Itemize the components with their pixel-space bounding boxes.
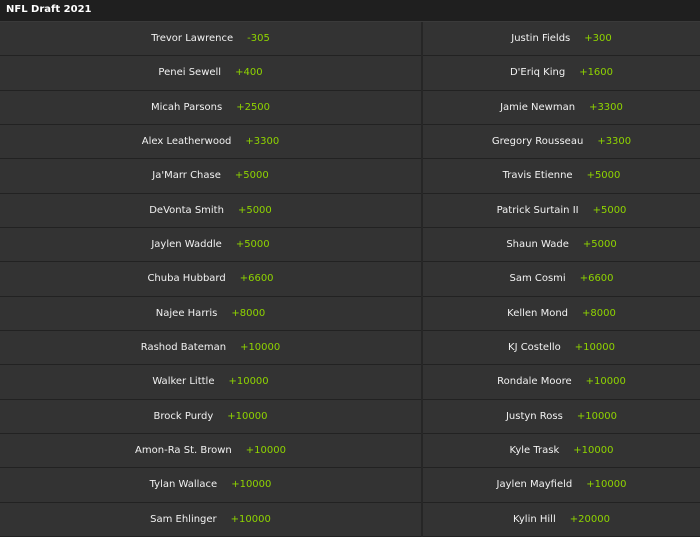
odds-value: +8000 xyxy=(582,307,616,319)
player-name: Jaylen Waddle xyxy=(151,239,222,251)
player-name: Micah Parsons xyxy=(150,101,223,113)
odds-cell[interactable]: D'Eriq King +1600 xyxy=(423,56,700,91)
player-name: Najee Harris xyxy=(155,307,218,319)
odds-cell[interactable]: Kellen Mond +8000 xyxy=(423,296,700,331)
odds-cell[interactable]: Travis Etienne +5000 xyxy=(423,159,700,194)
odds-cell[interactable]: Tylan Wallace +10000 xyxy=(0,468,421,503)
odds-cell[interactable]: Kyle Trask +10000 xyxy=(423,433,700,469)
odds-value: +5000 xyxy=(235,239,270,251)
odds-value: +5000 xyxy=(586,170,621,182)
player-name: Trevor Lawrence xyxy=(151,33,234,45)
player-name: Kylin Hill xyxy=(513,513,556,525)
odds-cell[interactable]: Rondale Moore +10000 xyxy=(423,365,700,400)
player-name: Jaylen Mayfield xyxy=(496,479,573,491)
odds-cell[interactable]: Brock Purdy +10000 xyxy=(0,399,421,434)
odds-value: -305 xyxy=(247,33,270,45)
odds-cell[interactable]: Kylin Hill +20000 xyxy=(423,502,700,537)
odds-cell[interactable]: KJ Costello +10000 xyxy=(423,330,700,366)
odds-cell[interactable]: Chuba Hubbard +6600 xyxy=(0,262,421,297)
odds-cell[interactable]: Penei Sewell +400 xyxy=(0,56,421,91)
odds-value: +10000 xyxy=(230,513,271,525)
player-name: Rashod Bateman xyxy=(140,342,227,354)
odds-cell[interactable]: Sam Ehlinger +10000 xyxy=(0,502,421,537)
odds-value: +10000 xyxy=(576,410,618,422)
player-name: Chuba Hubbard xyxy=(147,273,226,285)
odds-value: +3300 xyxy=(597,136,632,148)
odds-cell[interactable]: Amon-Ra St. Brown +10000 xyxy=(0,433,421,469)
odds-value: +5000 xyxy=(582,239,617,251)
odds-value: +2500 xyxy=(236,101,271,113)
player-name: Kyle Trask xyxy=(509,445,560,457)
player-name: Kellen Mond xyxy=(507,307,569,319)
odds-value: +10000 xyxy=(227,410,268,422)
odds-value: +6600 xyxy=(239,273,274,285)
odds-value: +10000 xyxy=(585,376,626,388)
odds-cell[interactable]: Micah Parsons +2500 xyxy=(0,90,421,125)
player-name: Rondale Moore xyxy=(497,376,572,388)
player-name: KJ Costello xyxy=(508,342,561,354)
player-name: Gregory Rousseau xyxy=(491,136,584,148)
odds-cell[interactable]: Rashod Bateman +10000 xyxy=(0,330,421,366)
player-name: Ja'Marr Chase xyxy=(152,170,221,182)
panel-title: NFL Draft 2021 xyxy=(0,0,700,22)
odds-value: +300 xyxy=(584,33,612,45)
odds-value: +20000 xyxy=(569,513,610,525)
odds-value: +10000 xyxy=(240,342,281,354)
odds-cell[interactable]: DeVonta Smith +5000 xyxy=(0,193,421,228)
player-name: Justin Fields xyxy=(511,33,571,45)
odds-value: +10000 xyxy=(231,479,272,491)
player-name: Travis Etienne xyxy=(502,170,573,182)
player-name: Justyn Ross xyxy=(505,410,563,422)
odds-cell[interactable]: Shaun Wade +5000 xyxy=(423,227,700,263)
odds-table: Trevor Lawrence -305 Justin Fields +300 Pene… xyxy=(0,22,700,537)
player-name: Alex Leatherwood xyxy=(141,136,232,148)
odds-cell[interactable]: Justyn Ross +10000 xyxy=(423,399,700,434)
odds-value: +8000 xyxy=(231,307,266,319)
odds-value: +400 xyxy=(235,67,263,79)
player-name: D'Eriq King xyxy=(509,67,566,79)
player-name: Brock Purdy xyxy=(153,410,214,422)
odds-cell[interactable]: Jaylen Waddle +5000 xyxy=(0,227,421,263)
odds-value: +5000 xyxy=(237,204,272,216)
player-name: Penei Sewell xyxy=(158,67,222,79)
odds-cell[interactable]: Walker Little +10000 xyxy=(0,365,421,400)
odds-value: +3300 xyxy=(245,136,280,148)
player-name: Patrick Surtain II xyxy=(496,204,579,216)
odds-value: +10000 xyxy=(228,376,269,388)
odds-cell[interactable]: Najee Harris +8000 xyxy=(0,296,421,331)
odds-cell[interactable]: Sam Cosmi +6600 xyxy=(423,262,700,297)
player-name: Shaun Wade xyxy=(506,239,569,251)
odds-value: +5000 xyxy=(234,170,269,182)
odds-cell[interactable]: Gregory Rousseau +3300 xyxy=(423,124,700,160)
odds-value: +10000 xyxy=(586,479,627,491)
odds-cell[interactable]: Justin Fields +300 xyxy=(423,22,700,57)
odds-cell[interactable]: Patrick Surtain II +5000 xyxy=(423,193,700,228)
player-name: DeVonta Smith xyxy=(149,204,224,216)
player-name: Walker Little xyxy=(152,376,215,388)
odds-cell[interactable]: Alex Leatherwood +3300 xyxy=(0,124,421,160)
odds-cell[interactable]: Jamie Newman +3300 xyxy=(423,90,700,125)
odds-cell[interactable]: Ja'Marr Chase +5000 xyxy=(0,159,421,194)
odds-value: +6600 xyxy=(579,273,614,285)
odds-value: +5000 xyxy=(592,204,627,216)
odds-value: +3300 xyxy=(589,101,623,113)
player-name: Sam Ehlinger xyxy=(150,513,217,525)
odds-value: +1600 xyxy=(579,67,614,79)
player-name: Amon-Ra St. Brown xyxy=(135,445,232,457)
odds-cell[interactable]: Trevor Lawrence -305 xyxy=(0,22,421,57)
player-name: Tylan Wallace xyxy=(149,479,218,491)
player-name: Jamie Newman xyxy=(500,101,576,113)
player-name: Sam Cosmi xyxy=(509,273,566,285)
odds-value: +10000 xyxy=(573,445,614,457)
odds-value: +10000 xyxy=(245,445,286,457)
odds-cell[interactable]: Jaylen Mayfield +10000 xyxy=(423,468,700,503)
odds-value: +10000 xyxy=(574,342,615,354)
